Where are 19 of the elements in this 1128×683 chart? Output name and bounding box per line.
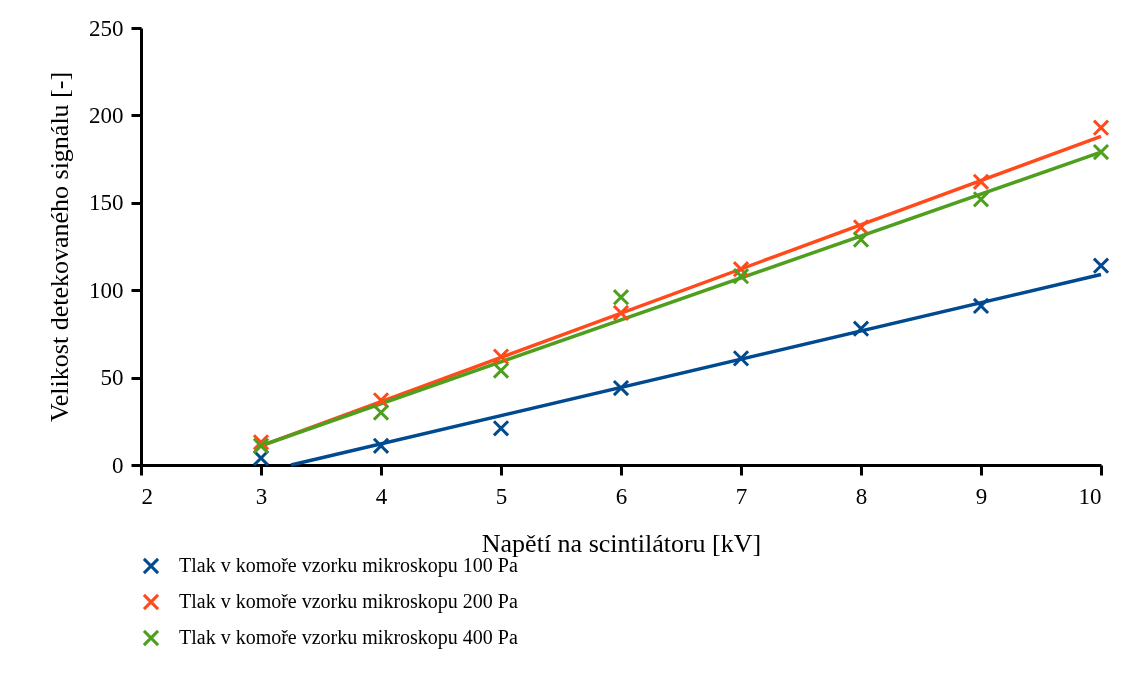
- x-tick-label: 9: [975, 483, 988, 509]
- x-tick-label: 7: [735, 483, 748, 509]
- x-tick-label: 8: [855, 483, 868, 509]
- x-tick-label: 4: [375, 483, 388, 509]
- x-tick-label: 10: [1078, 483, 1102, 509]
- y-axis-title: Velikost detekovaného signálu [-]: [45, 71, 74, 423]
- legend-label: Tlak v komoře vzorku mikroskopu 200 Pa: [179, 590, 518, 613]
- x-tick-label: 6: [615, 483, 628, 509]
- y-tick-label: 250: [89, 15, 124, 41]
- y-tick-label: 0: [112, 452, 124, 478]
- x-tick-label: 2: [141, 483, 153, 509]
- y-tick-label: 50: [100, 365, 124, 391]
- x-axis-title: Napětí na scintilátoru [kV]: [481, 528, 762, 558]
- y-tick-label: 100: [89, 277, 124, 303]
- y-tick-label: 150: [89, 190, 124, 216]
- x-tick-label: 5: [495, 483, 508, 509]
- x-tick-label: 3: [255, 483, 268, 509]
- legend-label: Tlak v komoře vzorku mikroskopu 400 Pa: [179, 626, 518, 649]
- y-tick-label: 200: [89, 102, 124, 128]
